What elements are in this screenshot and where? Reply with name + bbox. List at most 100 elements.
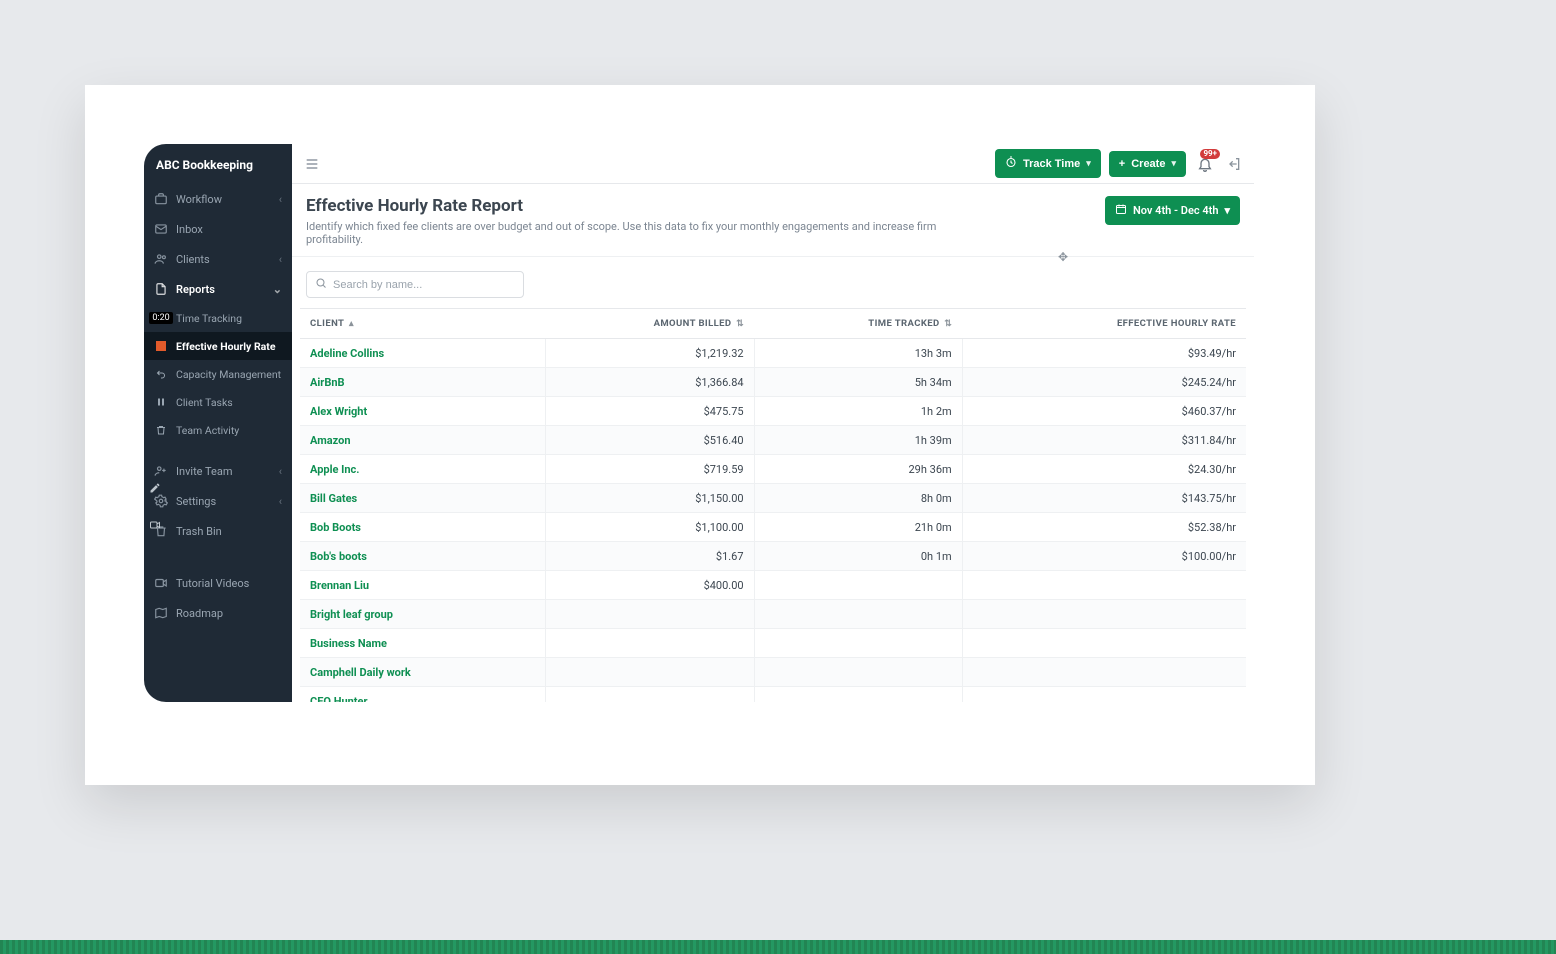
trash-icon <box>154 423 168 437</box>
chevron-down-icon: ▾ <box>1224 204 1230 217</box>
table-row: Alex Wright$475.751h 2m$460.37/hr <box>300 397 1246 426</box>
client-link[interactable]: Brennan Liu <box>310 579 369 592</box>
sidebar-sub-effective-hourly-rate[interactable]: Effective Hourly Rate <box>144 332 292 360</box>
client-link[interactable]: Camphell Daily work <box>310 666 411 679</box>
page-subtitle: Identify which fixed fee clients are ove… <box>306 220 986 246</box>
cell-amount <box>546 687 754 703</box>
cell-client: Bright leaf group <box>300 600 546 629</box>
page-header: Effective Hourly Rate Report Identify wh… <box>292 184 1254 257</box>
cell-client: Amazon <box>300 426 546 455</box>
col-effective-rate[interactable]: EFFECTIVE HOURLY RATE <box>962 309 1246 339</box>
search-icon <box>315 277 327 292</box>
sidebar-item-tutorial-videos[interactable]: Tutorial Videos <box>144 568 292 598</box>
sidebar-item-label: Trash Bin <box>176 525 222 538</box>
cell-time <box>754 600 962 629</box>
chevron-down-icon: ▾ <box>1086 158 1091 169</box>
cell-rate: $245.24/hr <box>962 368 1246 397</box>
col-client[interactable]: CLIENT ▴ <box>300 309 546 339</box>
stop-icon <box>154 339 168 353</box>
sidebar-sub-time-tracking[interactable]: 0:20 Time Tracking <box>144 304 292 332</box>
chevron-down-icon: ⌄ <box>273 283 282 296</box>
search-box[interactable] <box>306 271 524 298</box>
pause-icon <box>154 395 168 409</box>
sidebar-item-label: Tutorial Videos <box>176 577 249 590</box>
cell-client: AirBnB <box>300 368 546 397</box>
table-row: Apple Inc.$719.5929h 36m$24.30/hr <box>300 455 1246 484</box>
client-link[interactable]: Bob Boots <box>310 521 361 534</box>
sidebar-item-inbox[interactable]: Inbox <box>144 214 292 244</box>
cell-client: Apple Inc. <box>300 455 546 484</box>
track-time-button[interactable]: Track Time ▾ <box>995 149 1101 178</box>
notifications-button[interactable]: 99+ <box>1194 153 1216 175</box>
cell-client: Alex Wright <box>300 397 546 426</box>
table-row: Amazon$516.401h 39m$311.84/hr <box>300 426 1246 455</box>
chevron-left-icon: ‹ <box>279 193 282 206</box>
cell-amount <box>546 600 754 629</box>
table-row: Bright leaf group <box>300 600 1246 629</box>
menu-icon[interactable] <box>302 154 322 174</box>
sidebar-sub-client-tasks[interactable]: Client Tasks <box>144 388 292 416</box>
video-icon <box>154 576 168 590</box>
col-time-tracked[interactable]: TIME TRACKED ⇅ <box>754 309 962 339</box>
col-amount-billed[interactable]: AMOUNT BILLED ⇅ <box>546 309 754 339</box>
edit-icon[interactable] <box>149 479 161 498</box>
chevron-down-icon: ▾ <box>1171 158 1176 169</box>
cell-rate: $460.37/hr <box>962 397 1246 426</box>
cell-amount: $719.59 <box>546 455 754 484</box>
sidebar-sub-capacity-management[interactable]: Capacity Management <box>144 360 292 388</box>
client-link[interactable]: Adeline Collins <box>310 347 384 360</box>
button-label: Track Time <box>1023 158 1080 170</box>
clock-icon <box>1005 156 1017 171</box>
cell-amount: $400.00 <box>546 571 754 600</box>
exit-icon[interactable] <box>1224 154 1244 174</box>
undo-icon <box>154 367 168 381</box>
users-icon <box>154 252 168 266</box>
cell-amount <box>546 658 754 687</box>
date-range-button[interactable]: Nov 4th - Dec 4th ▾ <box>1105 196 1240 225</box>
create-button[interactable]: + Create ▾ <box>1109 151 1186 177</box>
sidebar-item-clients[interactable]: Clients ‹ <box>144 244 292 274</box>
client-link[interactable]: Amazon <box>310 434 351 447</box>
client-link[interactable]: Bill Gates <box>310 492 357 505</box>
cell-client: Business Name <box>300 629 546 658</box>
chevron-left-icon: ‹ <box>279 253 282 266</box>
file-icon <box>154 282 168 296</box>
cell-rate: $52.38/hr <box>962 513 1246 542</box>
cell-time: 21h 0m <box>754 513 962 542</box>
cell-amount: $1.67 <box>546 542 754 571</box>
sidebar-item-trash-bin[interactable]: Trash Bin <box>144 516 292 546</box>
client-link[interactable]: Apple Inc. <box>310 463 359 476</box>
client-link[interactable]: AirBnB <box>310 376 345 389</box>
cell-client: Bill Gates <box>300 484 546 513</box>
cell-time <box>754 571 962 600</box>
main: Track Time ▾ + Create ▾ 99+ Effective Ho… <box>292 144 1254 702</box>
client-link[interactable]: CEO Hunter <box>310 695 368 703</box>
sidebar-item-label: Clients <box>176 253 210 266</box>
sidebar-item-settings[interactable]: Settings ‹ <box>144 486 292 516</box>
sidebar-item-roadmap[interactable]: Roadmap <box>144 598 292 628</box>
client-link[interactable]: Bob's boots <box>310 550 367 563</box>
client-link[interactable]: Business Name <box>310 637 387 650</box>
sidebar-item-label: Settings <box>176 495 216 508</box>
sidebar-item-reports[interactable]: Reports ⌄ <box>144 274 292 304</box>
camera-icon[interactable] <box>149 516 161 535</box>
map-icon <box>154 606 168 620</box>
client-link[interactable]: Bright leaf group <box>310 608 393 621</box>
cell-client: CEO Hunter <box>300 687 546 703</box>
move-icon[interactable]: ✥ <box>1058 250 1068 264</box>
cell-rate: $143.75/hr <box>962 484 1246 513</box>
floating-tool-strip <box>144 479 166 535</box>
sidebar-sub-label: Client Tasks <box>176 396 233 409</box>
sidebar-item-invite-team[interactable]: Invite Team ‹ <box>144 450 292 486</box>
cell-time: 13h 3m <box>754 339 962 368</box>
app-frame: ABC Bookkeeping Workflow ‹ Inbox Clients… <box>144 144 1254 702</box>
cell-time <box>754 629 962 658</box>
cell-rate: $100.00/hr <box>962 542 1246 571</box>
sidebar-item-workflow[interactable]: Workflow ‹ <box>144 184 292 214</box>
client-link[interactable]: Alex Wright <box>310 405 367 418</box>
cell-time <box>754 658 962 687</box>
search-input[interactable] <box>333 279 515 291</box>
sidebar-item-label: Workflow <box>176 193 222 206</box>
cell-rate: $24.30/hr <box>962 455 1246 484</box>
sidebar-sub-team-activity[interactable]: Team Activity <box>144 416 292 444</box>
